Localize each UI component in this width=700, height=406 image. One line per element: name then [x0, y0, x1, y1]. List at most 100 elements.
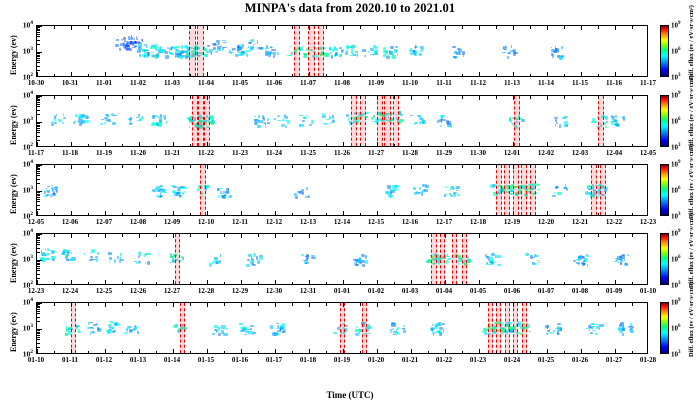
event-marker[interactable]: [487, 303, 493, 353]
x-minor-tick: [428, 350, 429, 353]
flux-sample: [79, 114, 84, 118]
event-marker[interactable]: [339, 303, 345, 353]
flux-sample: [52, 187, 54, 191]
flux-sample: [445, 193, 448, 195]
flux-sample: [174, 193, 178, 195]
flux-sample: [96, 323, 99, 326]
event-marker[interactable]: [359, 96, 366, 146]
y-minor-tick: [37, 193, 40, 195]
event-marker[interactable]: [512, 165, 519, 215]
event-marker[interactable]: [590, 165, 597, 215]
flux-sample: [551, 48, 555, 52]
flux-sample: [532, 183, 535, 187]
y-axis-label: Energy (ev): [9, 174, 18, 214]
x-tick-mark: [411, 211, 412, 215]
flux-sample: [431, 256, 435, 261]
y-minor-tick: [37, 132, 40, 134]
x-minor-tick: [224, 165, 225, 168]
event-marker[interactable]: [192, 96, 199, 146]
flux-sample: [323, 123, 328, 125]
flux-sample: [320, 50, 324, 54]
x-tick-mark: [37, 142, 38, 146]
flux-sample: [46, 190, 51, 193]
flux-sample: [560, 54, 565, 57]
event-marker[interactable]: [495, 165, 502, 215]
x-tick-label: 11-30: [470, 149, 486, 157]
x-tick-label: 12-26: [129, 287, 147, 295]
flux-sample: [547, 330, 550, 333]
y-major-tick: [37, 26, 42, 27]
flux-sample: [65, 329, 70, 332]
event-marker[interactable]: [392, 96, 399, 146]
flux-sample: [135, 326, 138, 328]
event-marker[interactable]: [462, 234, 468, 284]
flux-sample: [554, 123, 557, 128]
event-marker[interactable]: [376, 96, 383, 146]
event-marker[interactable]: [496, 303, 502, 353]
flux-sample: [125, 48, 128, 51]
event-marker[interactable]: [197, 26, 204, 76]
x-tick-label: 11-10: [402, 79, 418, 87]
flux-sample: [338, 55, 341, 57]
event-marker[interactable]: [204, 96, 211, 146]
flux-sample: [557, 325, 559, 330]
flux-sample: [352, 45, 357, 49]
flux-sample: [136, 38, 139, 41]
flux-sample: [532, 186, 535, 189]
flux-sample: [47, 194, 52, 196]
event-marker[interactable]: [504, 303, 510, 353]
flux-sample: [628, 326, 630, 329]
event-marker[interactable]: [198, 96, 205, 146]
flux-sample: [150, 45, 155, 49]
flux-sample: [281, 123, 285, 128]
flux-sample: [212, 44, 217, 47]
event-marker[interactable]: [451, 234, 458, 284]
flux-sample: [84, 252, 86, 256]
x-tick-mark: [377, 234, 378, 238]
event-marker[interactable]: [513, 303, 519, 353]
event-marker[interactable]: [308, 26, 316, 76]
event-marker[interactable]: [597, 96, 604, 146]
event-marker[interactable]: [200, 165, 206, 215]
flux-sample: [112, 121, 116, 125]
x-tick-label: 12-12: [265, 218, 283, 226]
flux-sample: [421, 118, 425, 122]
event-marker[interactable]: [439, 234, 446, 284]
event-marker[interactable]: [179, 303, 186, 353]
event-marker[interactable]: [514, 96, 521, 146]
flux-sample: [221, 195, 226, 199]
event-marker[interactable]: [71, 303, 77, 353]
flux-sample: [463, 262, 468, 267]
event-marker[interactable]: [293, 26, 301, 76]
event-marker[interactable]: [361, 303, 368, 353]
event-marker[interactable]: [189, 26, 197, 76]
x-tick-mark: [105, 211, 106, 215]
event-marker[interactable]: [351, 96, 358, 146]
x-minor-tick: [428, 96, 429, 99]
flux-sample: [546, 326, 549, 330]
flux-sample: [590, 193, 594, 198]
flux-sample: [497, 264, 501, 266]
flux-sample: [123, 331, 128, 335]
flux-sample: [523, 325, 528, 330]
x-minor-tick: [156, 73, 157, 76]
flux-sample: [437, 260, 441, 264]
event-marker[interactable]: [317, 26, 325, 76]
flux-sample: [249, 40, 251, 43]
event-marker[interactable]: [431, 234, 437, 284]
event-marker[interactable]: [174, 234, 181, 284]
flux-sample: [547, 332, 550, 335]
flux-sample: [252, 331, 256, 334]
flux-sample: [129, 329, 132, 333]
event-marker[interactable]: [521, 303, 527, 353]
event-marker[interactable]: [504, 165, 511, 215]
flux-sample: [564, 115, 568, 118]
event-marker[interactable]: [521, 165, 528, 215]
x-minor-tick: [598, 281, 599, 284]
flux-sample: [169, 52, 174, 55]
flux-sample: [586, 327, 590, 329]
event-marker[interactable]: [529, 165, 536, 215]
event-marker[interactable]: [600, 165, 607, 215]
flux-sample: [179, 195, 183, 198]
event-marker[interactable]: [384, 96, 391, 146]
